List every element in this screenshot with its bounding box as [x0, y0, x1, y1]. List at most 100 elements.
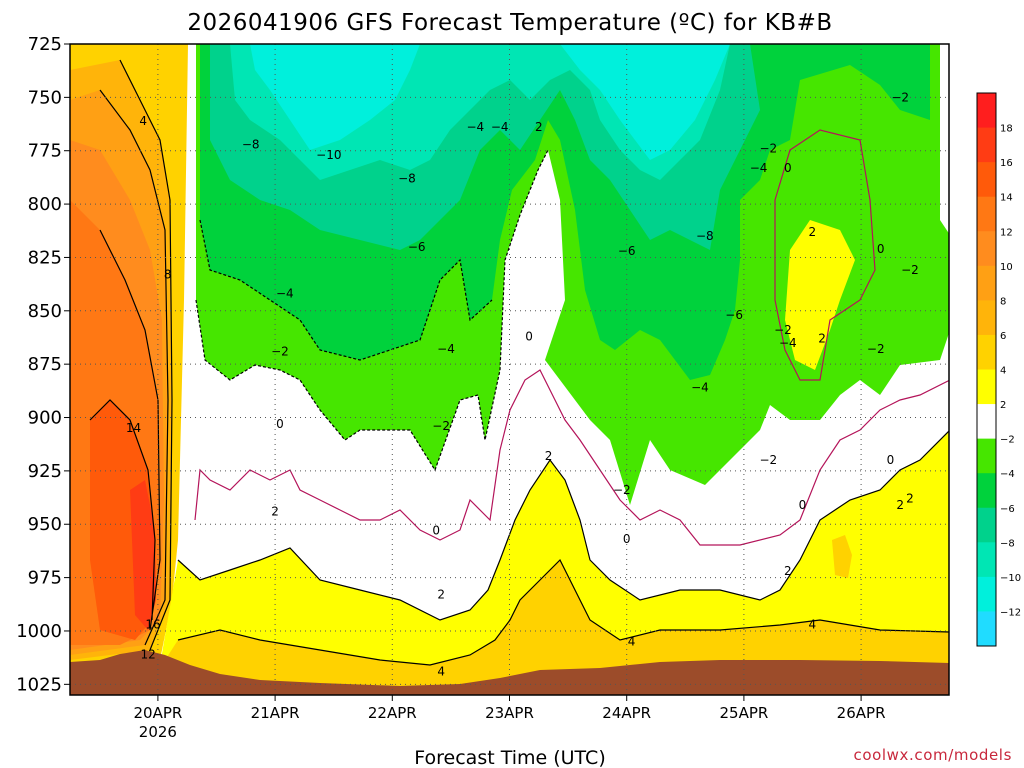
contour-label: −8 — [696, 229, 714, 243]
contour-label: 0 — [623, 532, 631, 546]
colorbar-label: 12 — [1000, 227, 1013, 238]
contour-zero-loop — [774, 129, 876, 381]
vertical-gridlines — [157, 44, 862, 695]
contour-label: 2 — [535, 120, 543, 134]
contour-plus-4-line — [177, 558, 949, 666]
contour-label: −4 — [691, 381, 709, 395]
contour-label: −6 — [618, 244, 636, 258]
contour-label: 0 — [887, 453, 895, 467]
y-tick-label: 950 — [28, 514, 62, 535]
colorbar: 18 16 14 12 10 8 6 4 2 −2 −4 −6 −8 −10 −12 — [976, 92, 1021, 647]
chart-title: 2026041906 GFS Forecast Temperature (ºC)… — [187, 10, 832, 36]
x-tick-label: 23APR — [485, 704, 534, 722]
contour-label: 0 — [432, 524, 440, 538]
x-tick-label: 24APR — [602, 704, 651, 722]
colorbar-swatch — [977, 473, 996, 509]
contour-label: −2 — [271, 344, 289, 358]
contour-label: 4 — [139, 114, 147, 128]
contour-label: 4 — [437, 665, 445, 679]
colorbar-swatch — [977, 162, 996, 198]
y-tick-label: 975 — [28, 568, 62, 589]
y-tick-label: 825 — [28, 247, 62, 268]
contour-label: −4 — [779, 336, 797, 350]
y-tick-label: 750 — [28, 87, 62, 108]
credit-text: coolwx.com/models — [854, 746, 1013, 764]
y-tick-label: 925 — [28, 461, 62, 482]
colorbar-label: 18 — [1000, 124, 1013, 135]
colorbar-swatch — [977, 438, 996, 474]
colorbar-label: 4 — [1000, 366, 1006, 377]
contour-label: 16 — [145, 618, 160, 632]
contour-zero-line — [194, 369, 949, 546]
contour-label: 12 — [140, 647, 155, 661]
contour-label: −6 — [725, 308, 743, 322]
contour-label: −8 — [398, 171, 416, 185]
contour-label: −2 — [613, 483, 631, 497]
colorbar-swatch — [977, 93, 996, 129]
contour-label: 2 — [808, 225, 816, 239]
contour-label: 2 — [545, 449, 553, 463]
contour-west-warm-lines — [89, 59, 173, 651]
colorbar-frame — [976, 92, 997, 647]
contour-label: 0 — [877, 242, 885, 256]
colorbar-swatch — [977, 507, 996, 543]
colorbar-swatch — [977, 196, 996, 232]
terrain-below-ground — [70, 650, 949, 695]
contour-label: 4 — [628, 635, 636, 649]
cold-region-below-minus-10-east — [560, 44, 730, 160]
contour-label: −10 — [316, 148, 341, 162]
warm-layer-above-4-east-spot — [832, 535, 852, 578]
contour-label: −2 — [759, 142, 777, 156]
x-tick-label: 22APR — [368, 704, 417, 722]
contour-label: 2 — [437, 588, 445, 602]
contour-label: 2 — [896, 498, 904, 512]
contour-label: 14 — [126, 421, 141, 435]
y-tick-label: 1000 — [16, 621, 62, 642]
colorbar-swatch — [977, 542, 996, 578]
contour-label: 4 — [808, 618, 816, 632]
contour-label: 0 — [276, 417, 284, 431]
colorbar-label: 6 — [1000, 331, 1006, 342]
colorbar-label: −6 — [1000, 504, 1015, 515]
contour-label: −8 — [242, 137, 260, 151]
colorbar-swatch — [977, 334, 996, 370]
x-tick-label: 21APR — [251, 704, 300, 722]
colorbar-swatch — [977, 127, 996, 163]
colorbar-swatch — [977, 300, 996, 336]
contour-label: −2 — [891, 90, 909, 104]
colorbar-swatch — [977, 369, 996, 405]
contour-label: −4 — [276, 287, 294, 301]
colorbar-swatch — [977, 231, 996, 267]
y-tick-label: 775 — [28, 141, 62, 162]
contour-label: −4 — [466, 120, 484, 134]
x-tick-label: 25APR — [719, 704, 768, 722]
colorbar-swatch — [977, 265, 996, 301]
contour-label: 0 — [784, 161, 792, 175]
contour-label: 8 — [164, 268, 172, 282]
contour-minus-2-line — [195, 149, 549, 472]
colorbar-label: −4 — [1000, 469, 1015, 480]
colorbar-label: 16 — [1000, 158, 1013, 169]
contour-label: 2 — [906, 492, 914, 506]
y-tick-label: 850 — [28, 301, 62, 322]
contour-label: 0 — [799, 498, 807, 512]
colorbar-swatch — [977, 404, 996, 440]
contour-label: 2 — [271, 504, 279, 518]
contour-label: −2 — [774, 323, 792, 337]
y-tick-label: 1025 — [16, 674, 62, 695]
contour-minus-4-line — [199, 219, 493, 361]
contour-label: −4 — [437, 342, 455, 356]
contour-label: −4 — [491, 120, 509, 134]
x-axis-label: Forecast Time (UTC) — [414, 747, 605, 768]
colorbar-label: 10 — [1000, 262, 1013, 273]
x-tick-sublabel: 2026 — [139, 723, 177, 741]
colorbar-label: −12 — [1000, 607, 1021, 618]
colorbar-label: 2 — [1000, 400, 1006, 411]
colorbar-swatch — [977, 576, 996, 612]
contour-label: −2 — [759, 453, 777, 467]
contour-lines — [89, 59, 949, 666]
